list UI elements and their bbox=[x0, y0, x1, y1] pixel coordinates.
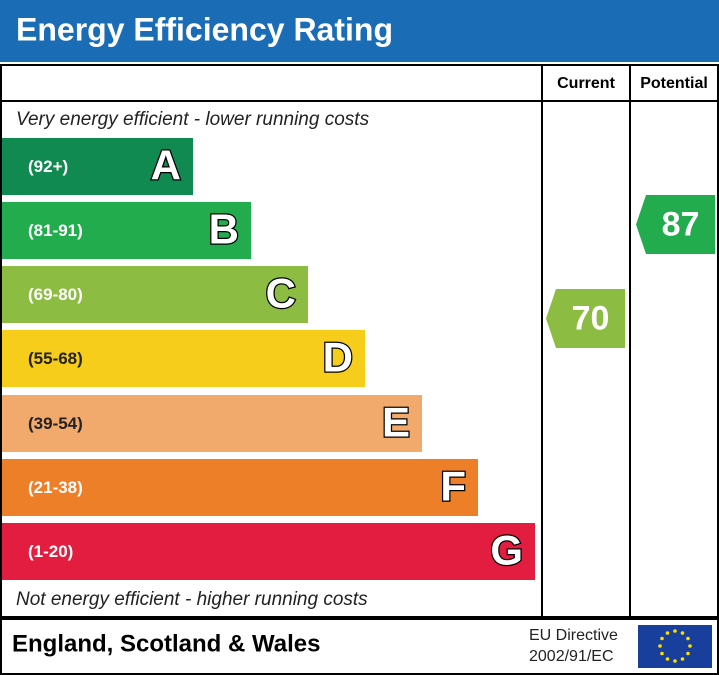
band-range: (69-80) bbox=[28, 285, 83, 304]
band-letter: G bbox=[490, 527, 523, 574]
star bbox=[673, 629, 677, 633]
rating-value: 87 bbox=[662, 205, 700, 243]
band bbox=[2, 138, 193, 195]
star bbox=[660, 636, 664, 641]
band-letter: C bbox=[266, 270, 296, 317]
band-letter: F bbox=[440, 463, 466, 510]
star bbox=[673, 659, 677, 663]
band bbox=[2, 202, 251, 259]
title: Energy Efficiency Rating bbox=[16, 11, 393, 47]
directive: 2002/91/EC bbox=[529, 648, 614, 665]
star bbox=[688, 644, 692, 648]
region: England, Scotland & Wales bbox=[12, 630, 320, 657]
star bbox=[665, 631, 670, 635]
rating-value: 70 bbox=[572, 299, 610, 337]
band-letter: D bbox=[323, 334, 353, 381]
band-range: (21-38) bbox=[28, 478, 83, 497]
frame bbox=[0, 64, 719, 618]
star bbox=[658, 644, 662, 648]
band bbox=[2, 266, 308, 323]
star bbox=[686, 651, 690, 656]
header-bar bbox=[0, 0, 719, 62]
top-note: Very energy efficient - lower running co… bbox=[16, 109, 370, 130]
band bbox=[2, 523, 535, 580]
band-range: (81-91) bbox=[28, 221, 83, 240]
eu-flag bbox=[638, 625, 712, 668]
star bbox=[660, 651, 664, 656]
band-range: (55-68) bbox=[28, 349, 83, 368]
band-letter: E bbox=[382, 399, 410, 446]
band-range: (39-54) bbox=[28, 414, 83, 433]
rating-arrow bbox=[546, 289, 625, 348]
band-range: (92+) bbox=[28, 157, 68, 176]
star bbox=[686, 636, 690, 641]
footer-frame bbox=[0, 618, 719, 675]
band-letter: A bbox=[151, 142, 181, 189]
star bbox=[680, 631, 685, 635]
band-letter: B bbox=[209, 206, 239, 253]
band bbox=[2, 330, 365, 387]
bottom-note: Not energy efficient - higher running co… bbox=[16, 589, 368, 610]
band-range: (1-20) bbox=[28, 542, 73, 561]
column-header: Potential bbox=[640, 75, 708, 92]
rating-arrow bbox=[636, 195, 715, 254]
star bbox=[680, 657, 685, 661]
directive: EU Directive bbox=[529, 627, 618, 644]
column-header: Current bbox=[557, 75, 615, 92]
star bbox=[665, 657, 670, 661]
band bbox=[2, 459, 478, 516]
band bbox=[2, 395, 422, 452]
